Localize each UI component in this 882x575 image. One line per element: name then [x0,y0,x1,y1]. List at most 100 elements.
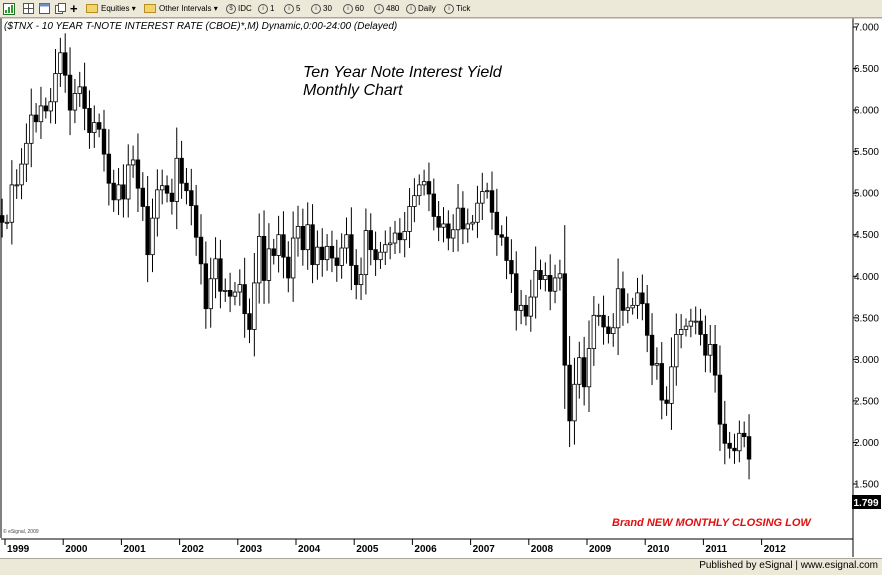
y-tick-label: 4.000 [854,272,879,283]
candle-down [121,184,126,200]
candle-up [669,366,674,404]
candle-up [339,247,344,266]
candle-up [130,159,136,166]
y-tick-label: 6.000 [854,106,879,117]
candle-down [218,258,223,292]
candle-up [412,195,417,207]
copy-icon[interactable] [55,1,68,16]
candle-up [256,235,262,284]
candle-up [4,221,10,224]
candle-down [271,248,276,256]
window-icon[interactable] [39,1,52,16]
x-tick-label: 2003 [240,544,263,555]
candle-up [14,184,19,187]
candle-up [615,288,621,329]
candle-down [397,232,403,241]
candle-up [383,244,388,253]
candle-up [528,296,533,317]
daily-button[interactable]: i Daily [406,1,436,16]
candle-up [159,185,165,191]
tick-button[interactable]: i Tick [444,1,470,16]
y-tick-label: 4.500 [854,230,879,241]
candle-up [557,273,563,279]
candle-down [436,216,441,228]
other-intervals-menu[interactable]: Other Intervals ▾ [144,1,218,16]
candle-up [693,320,698,323]
candle-up [387,242,393,246]
candle-down [373,249,378,261]
candle-down [722,423,727,444]
candle-down [96,122,102,130]
candle-down [746,436,752,460]
interval-480-label: 480 [386,4,400,13]
other-intervals-label: Other Intervals [159,4,212,13]
candle-up [441,223,446,228]
publisher-label: Published by eSignal | www.esignal.com [699,560,878,571]
candle-down [645,303,650,336]
add-icon[interactable]: + [70,1,78,16]
candle-up [72,93,78,111]
candle-up [450,229,456,239]
candle-down [649,334,655,366]
candle-up [58,52,63,74]
candle-down [732,447,737,452]
candle-up [480,191,485,204]
interval-60-button[interactable]: i 60 [343,1,364,16]
candle-up [29,114,34,144]
candle-up [155,189,160,219]
candle-down [538,270,543,280]
idc-button[interactable]: $ IDC [226,1,252,16]
candle-up [683,325,689,330]
candle-down [87,108,92,133]
y-tick-label: 6.500 [854,64,879,75]
candle-up [591,314,597,349]
candle-up [19,163,24,186]
chart-layout-icon[interactable] [3,1,17,16]
candle-down [460,207,466,230]
candle-down [698,320,703,335]
candle-down [300,226,306,251]
candle-up [116,184,121,201]
candle-down [164,185,170,194]
interval-30-button[interactable]: i 30 [311,1,332,16]
candle-up [150,217,155,256]
candle-up [305,224,310,251]
candle-up [24,142,29,165]
price-chart: 7.000 6.500 6.000 5.500 5.000 4.500 4.000 3.500… [0,18,882,557]
candle-down [43,105,48,112]
daily-label: Daily [418,4,436,13]
candle-down [620,288,626,311]
equities-menu[interactable]: Equities ▾ [86,1,136,16]
candle-up [223,289,228,292]
candle-up [92,122,97,133]
interval-480-button[interactable]: i 480 [374,1,399,16]
x-axis: 1999 2000 2001 2002 2003 2004 2005 2006 2007 2008… [4,539,786,555]
x-tick-label: 2006 [414,544,437,555]
candle-down [203,263,209,310]
y-tick-label: 7.000 [854,23,879,34]
candle-up [484,190,490,193]
candle-down [504,236,509,261]
x-tick-label: 2000 [65,544,88,555]
candle-up [315,246,320,266]
candle-up [324,245,330,261]
candle-up [392,232,398,244]
grid-icon[interactable] [23,1,36,16]
candle-up [475,202,480,223]
idc-label: IDC [238,4,252,13]
candle-down [742,432,747,438]
interval-60-label: 60 [355,4,364,13]
x-tick-label: 1999 [7,544,30,555]
candle-down [101,128,107,155]
candle-up [455,207,461,231]
candle-up [9,184,15,223]
x-tick-label: 2011 [705,544,727,555]
candle-down [145,206,150,256]
candle-down [189,190,194,207]
candle-up [611,327,616,335]
candle-up [38,105,44,123]
candle-down [227,289,233,297]
